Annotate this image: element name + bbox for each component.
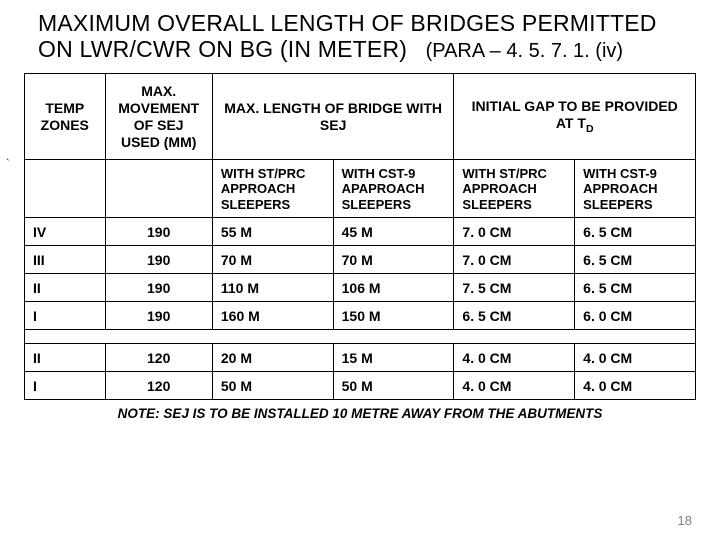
subheader-gap-stprc: WITH ST/PRC APPROACH SLEEPERS [454, 160, 575, 218]
cell-len-st: 50 M [212, 372, 333, 400]
cell-zone: IV [25, 218, 106, 246]
empty-cell [25, 160, 106, 218]
cell-gap-st: 7. 0 CM [454, 218, 575, 246]
gap-cell [575, 330, 696, 344]
gap-cell [212, 330, 333, 344]
header-initial-gap: INITIAL GAP TO BE PROVIDED AT TD [454, 74, 696, 160]
cell-len-cst: 106 M [333, 274, 454, 302]
cell-len-st: 55 M [212, 218, 333, 246]
table-row: II190110 M106 M7. 5 CM6. 5 CM [25, 274, 696, 302]
cell-len-st: 110 M [212, 274, 333, 302]
cell-len-cst: 150 M [333, 302, 454, 330]
empty-cell [105, 160, 212, 218]
cell-len-st: 70 M [212, 246, 333, 274]
cell-gap-cst: 6. 5 CM [575, 274, 696, 302]
header-max-movement: MAX. MOVEMENT OF SEJ USED (MM) [105, 74, 212, 160]
gap-cell [333, 330, 454, 344]
cell-gap-st: 4. 0 CM [454, 344, 575, 372]
slide-title: MAXIMUM OVERALL LENGTH OF BRIDGES PERMIT… [0, 0, 720, 67]
cell-gap-st: 7. 0 CM [454, 246, 575, 274]
cell-len-st: 160 M [212, 302, 333, 330]
cell-zone: I [25, 372, 106, 400]
cell-gap-cst: 4. 0 CM [575, 372, 696, 400]
cell-movement: 190 [105, 302, 212, 330]
cell-zone: II [25, 274, 106, 302]
table-row: I12050 M50 M4. 0 CM4. 0 CM [25, 372, 696, 400]
table-gap-row [25, 330, 696, 344]
subheader-len-stprc: WITH ST/PRC APPROACH SLEEPERS [212, 160, 333, 218]
title-line-2: ON LWR/CWR ON BG (IN METER) [38, 36, 407, 62]
cell-zone: I [25, 302, 106, 330]
cell-gap-st: 4. 0 CM [454, 372, 575, 400]
gap-cell [105, 330, 212, 344]
cell-gap-cst: 6. 5 CM [575, 246, 696, 274]
stray-mark: ` [6, 158, 10, 170]
cell-gap-cst: 6. 5 CM [575, 218, 696, 246]
cell-len-cst: 70 M [333, 246, 454, 274]
cell-gap-cst: 6. 0 CM [575, 302, 696, 330]
gap-cell [25, 330, 106, 344]
subheader-len-cst9: WITH CST-9 APAPROACH SLEEPERS [333, 160, 454, 218]
table-row: III19070 M70 M7. 0 CM6. 5 CM [25, 246, 696, 274]
title-line-1: MAXIMUM OVERALL LENGTH OF BRIDGES PERMIT… [38, 10, 690, 36]
subheader-gap-cst9: WITH CST-9 APPROACH SLEEPERS [575, 160, 696, 218]
cell-movement: 190 [105, 218, 212, 246]
cell-len-st: 20 M [212, 344, 333, 372]
cell-gap-cst: 4. 0 CM [575, 344, 696, 372]
cell-len-cst: 45 M [333, 218, 454, 246]
table-row: I190160 M150 M6. 5 CM6. 0 CM [25, 302, 696, 330]
title-reference: (PARA – 4. 5. 7. 1. (iv) [426, 40, 623, 62]
cell-movement: 190 [105, 274, 212, 302]
bridge-length-table: TEMP ZONESMAX. MOVEMENT OF SEJ USED (MM)… [24, 73, 696, 400]
cell-len-cst: 50 M [333, 372, 454, 400]
header-max-length: MAX. LENGTH OF BRIDGE WITH SEJ [212, 74, 454, 160]
cell-zone: III [25, 246, 106, 274]
cell-movement: 120 [105, 344, 212, 372]
cell-movement: 120 [105, 372, 212, 400]
footnote: NOTE: SEJ IS TO BE INSTALLED 10 METRE AW… [0, 400, 720, 421]
table-row: II12020 M15 M4. 0 CM4. 0 CM [25, 344, 696, 372]
header-temp-zones: TEMP ZONES [25, 74, 106, 160]
page-number: 18 [678, 513, 692, 528]
table-container: TEMP ZONESMAX. MOVEMENT OF SEJ USED (MM)… [0, 67, 720, 400]
cell-zone: II [25, 344, 106, 372]
cell-movement: 190 [105, 246, 212, 274]
cell-gap-st: 6. 5 CM [454, 302, 575, 330]
gap-cell [454, 330, 575, 344]
cell-gap-st: 7. 5 CM [454, 274, 575, 302]
cell-len-cst: 15 M [333, 344, 454, 372]
table-row: IV19055 M45 M7. 0 CM6. 5 CM [25, 218, 696, 246]
